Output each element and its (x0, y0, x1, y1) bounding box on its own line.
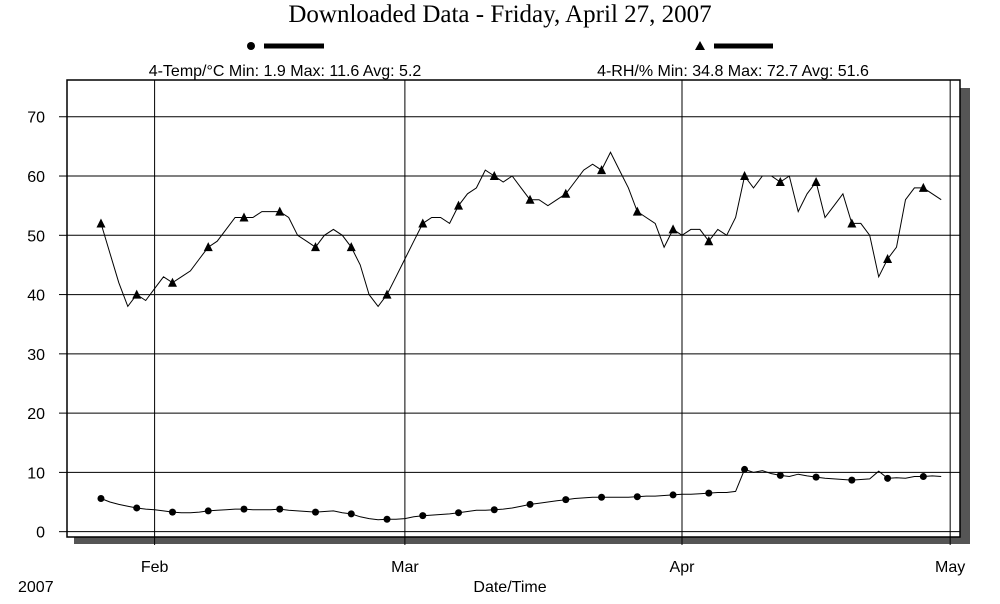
point-marker (347, 510, 355, 518)
point-marker (562, 496, 570, 504)
legend-marker (247, 42, 255, 50)
y-tick-label: 0 (36, 525, 45, 542)
point-marker (240, 505, 248, 513)
point-marker (811, 176, 821, 186)
x-tick-label: May (935, 559, 965, 576)
chart-title: Downloaded Data - Friday, April 27, 2007 (288, 1, 711, 28)
y-tick-label: 10 (27, 465, 45, 482)
point-marker (239, 212, 249, 222)
point-marker (419, 512, 427, 520)
point-marker (418, 218, 428, 228)
point-marker (561, 188, 571, 198)
point-marker (668, 224, 678, 234)
point-marker (97, 494, 105, 502)
point-marker (918, 182, 928, 192)
point-marker (204, 507, 212, 515)
point-marker (312, 508, 320, 516)
point-marker (383, 515, 391, 523)
point-marker (669, 491, 677, 499)
point-marker (346, 242, 356, 252)
point-marker (776, 471, 784, 479)
point-marker (884, 474, 892, 482)
point-marker (489, 171, 499, 181)
point-marker (919, 473, 927, 481)
point-marker (705, 489, 713, 497)
point-marker (455, 509, 463, 517)
point-marker (276, 505, 284, 513)
point-marker (133, 504, 141, 512)
point-marker (740, 171, 750, 181)
point-marker (597, 165, 607, 175)
y-tick-label: 30 (27, 347, 45, 364)
point-marker (848, 476, 856, 484)
point-marker (96, 218, 106, 228)
point-marker (311, 242, 321, 252)
point-marker (382, 289, 392, 299)
point-marker (167, 277, 177, 287)
point-marker (132, 289, 142, 299)
y-tick-label: 60 (27, 169, 45, 186)
point-marker (633, 493, 641, 501)
year-label: 2007 (18, 579, 54, 596)
x-tick-label: Apr (670, 559, 696, 576)
legend-label: 4-RH/% Min: 34.8 Max: 72.7 Avg: 51.6 (597, 63, 869, 80)
point-marker (812, 473, 820, 481)
y-tick-label: 50 (27, 228, 45, 245)
x-tick-label: Feb (141, 559, 169, 576)
point-marker (775, 176, 785, 186)
y-tick-label: 40 (27, 288, 45, 305)
point-marker (454, 200, 464, 210)
point-marker (704, 236, 714, 246)
point-marker (526, 500, 534, 508)
y-tick-label: 20 (27, 406, 45, 423)
legend: 4-Temp/°C Min: 1.9 Max: 11.6 Avg: 5.2 4-… (149, 41, 869, 80)
point-marker (168, 508, 176, 516)
point-marker (525, 194, 535, 204)
plot-frame (66, 79, 961, 538)
x-axis-label: Date/Time (473, 579, 546, 596)
series-line (100, 151, 942, 308)
point-marker (883, 254, 893, 264)
point-marker (598, 493, 606, 501)
point-marker (275, 206, 285, 216)
y-tick-label: 70 (27, 110, 45, 127)
x-tick-label: Mar (391, 559, 419, 576)
point-marker (847, 218, 857, 228)
point-marker (490, 506, 498, 514)
legend-label: 4-Temp/°C Min: 1.9 Max: 11.6 Avg: 5.2 (149, 63, 422, 80)
point-marker (741, 465, 749, 473)
point-marker (632, 206, 642, 216)
point-marker (203, 242, 213, 252)
legend-marker (695, 41, 705, 50)
